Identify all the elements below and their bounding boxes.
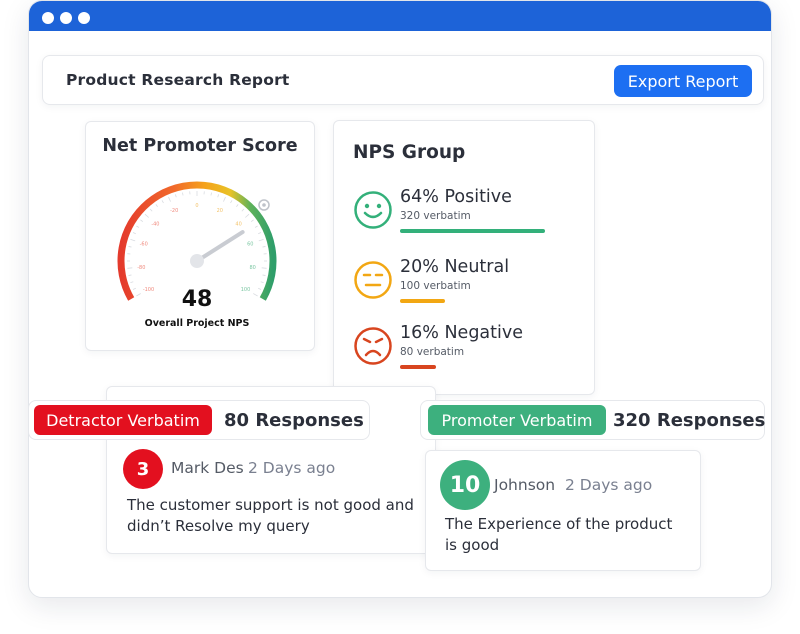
gauge-tick xyxy=(210,192,212,196)
gauge-tick xyxy=(132,232,136,235)
window-dot-icon[interactable] xyxy=(60,12,72,24)
window-dot-icon[interactable] xyxy=(78,12,90,24)
group-label: 16% Negative xyxy=(400,323,523,343)
neutral-face-icon xyxy=(354,261,392,299)
gauge-tick xyxy=(262,274,266,276)
gauge-tick xyxy=(261,267,267,269)
gauge-scale-label: -40 xyxy=(151,222,159,228)
gauge-tick xyxy=(127,267,133,269)
gauge-scale-label: 60 xyxy=(247,242,253,248)
gauge-tick xyxy=(258,232,262,235)
gauge-scale-label: -20 xyxy=(170,208,178,214)
gauge-tick xyxy=(254,225,258,228)
gauge-tick xyxy=(130,238,136,242)
gauge-tick xyxy=(161,200,164,204)
gauge-tick xyxy=(144,213,149,218)
gauge-tick xyxy=(128,246,132,248)
response-time: 2 Days ago xyxy=(565,476,653,494)
gauge-scale-label: 100 xyxy=(241,287,251,293)
nps-group-card: NPS Group 64% Positive 320 verbatim 20% … xyxy=(333,120,595,395)
gauge-tick xyxy=(132,287,136,290)
response-author[interactable]: Mark Des xyxy=(171,459,244,477)
gauge-tick xyxy=(136,293,141,297)
gauge-needle xyxy=(195,230,245,263)
window-dot-icon[interactable] xyxy=(42,12,54,24)
group-sub: 320 verbatim xyxy=(400,210,471,222)
export-report-button[interactable]: Export Report xyxy=(614,65,752,97)
group-bar xyxy=(400,299,445,303)
nps-value: 48 xyxy=(181,287,213,312)
gauge-hub xyxy=(190,254,204,268)
detractor-score-badge: 3 xyxy=(123,449,163,489)
gauge-tick xyxy=(253,293,258,297)
gauge-tick xyxy=(250,219,254,222)
gauge-scale-label: 20 xyxy=(217,208,223,214)
gauge-tick xyxy=(130,281,134,284)
response-comment-line: is good xyxy=(445,536,500,554)
gauge-arc xyxy=(117,181,277,301)
promoter-response-card[interactable]: 10 Johnson 2 Days ago The Experience of … xyxy=(425,450,701,571)
happy-face-icon xyxy=(354,191,392,229)
gauge-scale-label: -100 xyxy=(143,287,154,293)
report-header: Product Research Report Export Report xyxy=(42,55,764,105)
gauge-tick xyxy=(140,219,144,222)
gauge-tick xyxy=(258,238,264,242)
response-time: 2 Days ago xyxy=(248,459,336,477)
window-titlebar xyxy=(29,1,771,31)
gauge-tick xyxy=(168,196,171,202)
gauge-scale-label: -60 xyxy=(140,242,148,248)
gauge-tick xyxy=(262,246,266,248)
gauge-tick xyxy=(230,200,233,204)
gauge-ticks xyxy=(127,191,267,297)
group-bar xyxy=(400,229,545,233)
gauge-scale-label: -80 xyxy=(137,265,145,271)
gauge-scale-labels: -100 -80 -60 -40 -20 0 20 40 60 80 100 xyxy=(137,203,256,293)
detractor-count: 80 Responses xyxy=(224,410,364,431)
nps-caption: Overall Project NPS xyxy=(144,318,250,329)
group-label: 20% Neutral xyxy=(400,257,510,277)
gauge-tick xyxy=(155,204,158,208)
response-author[interactable]: Johnson xyxy=(494,476,556,494)
group-sub: 100 verbatim xyxy=(400,280,471,292)
gauge-tick xyxy=(128,274,132,276)
gauge-tick xyxy=(223,196,226,202)
gauge-tick xyxy=(136,225,140,228)
promoter-score-badge: 10 xyxy=(440,460,490,510)
response-comment-line: didn’t Resolve my query xyxy=(127,517,310,535)
group-label: 64% Positive xyxy=(400,187,512,207)
detractor-summary: Detractor Verbatim 80 Responses xyxy=(28,400,370,440)
gauge-tick xyxy=(149,208,153,212)
response-comment-line: The Experience of the product xyxy=(445,515,673,533)
nps-gauge: -100 -80 -60 -40 -20 0 20 40 60 80 100 xyxy=(117,181,277,301)
gauge-tick xyxy=(236,204,239,208)
gauge-tick xyxy=(174,194,177,198)
promoter-count: 320 Responses xyxy=(613,410,766,431)
group-positive: 64% Positive 320 verbatim xyxy=(353,187,593,250)
promoter-summary: Promoter Verbatim 320 Responses xyxy=(420,400,765,440)
group-sub: 80 verbatim xyxy=(400,346,465,358)
sad-face-icon xyxy=(354,327,392,365)
detractor-verbatim-tag[interactable]: Detractor Verbatim xyxy=(34,405,212,435)
gauge-tick xyxy=(241,208,245,212)
pin-icon xyxy=(258,199,270,211)
gauge-scale-label: 0 xyxy=(195,203,198,209)
group-bar xyxy=(400,365,436,369)
page-title: Product Research Report xyxy=(66,71,290,89)
nps-title: Net Promoter Score xyxy=(102,136,298,156)
gauge-tick xyxy=(260,281,264,284)
gauge-scale-label: 80 xyxy=(250,265,256,271)
gauge-tick xyxy=(245,213,250,218)
gauge-scale-label: 40 xyxy=(235,222,241,228)
gauge-tick xyxy=(258,287,262,290)
promoter-verbatim-tag[interactable]: Promoter Verbatim xyxy=(428,405,606,435)
nps-group-title: NPS Group xyxy=(353,142,466,163)
nps-card: Net Promoter Score -100 -80 -60 -40 -20 0 20 40… xyxy=(85,121,315,351)
group-neutral: 20% Neutral 100 verbatim xyxy=(353,257,593,320)
response-comment-line: The customer support is not good and xyxy=(127,496,414,514)
group-negative: 16% Negative 80 verbatim xyxy=(353,323,593,386)
gauge-tick xyxy=(182,192,184,196)
gauge-tick xyxy=(217,194,220,198)
